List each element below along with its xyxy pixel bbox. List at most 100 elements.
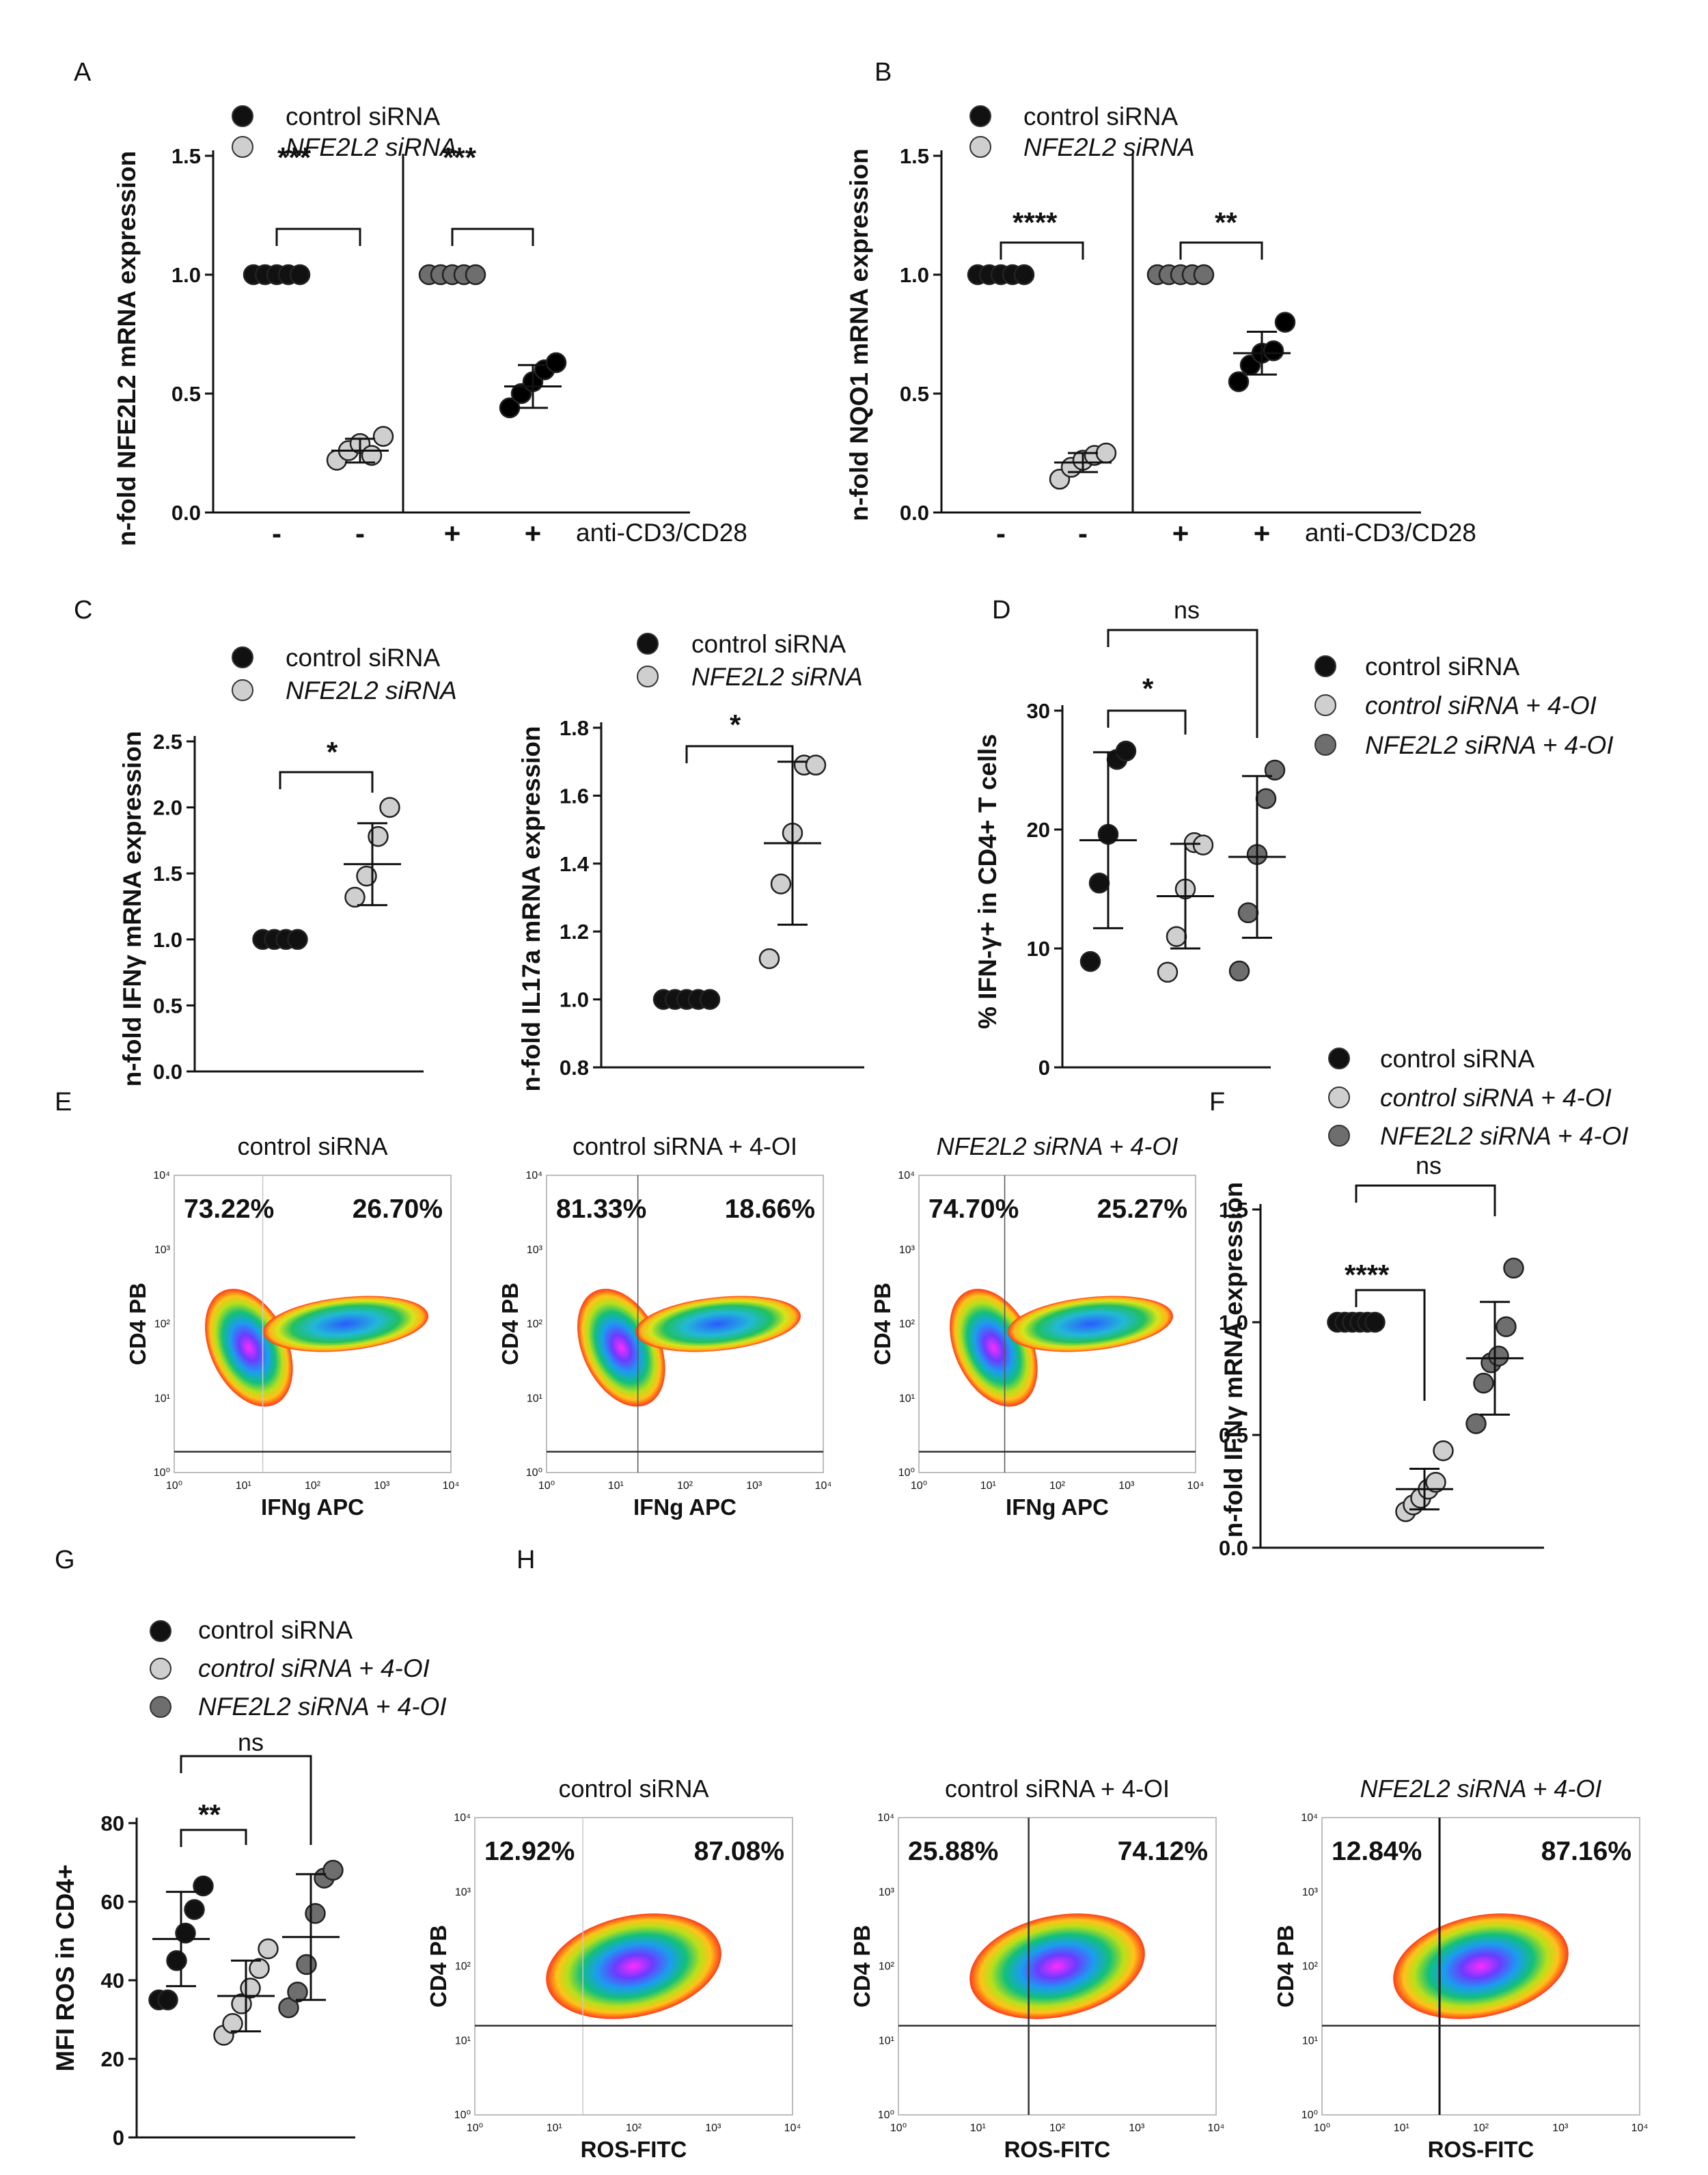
significance-ns: ns bbox=[1416, 1151, 1442, 1179]
quadrant-left-percent: 12.84% bbox=[1332, 1837, 1422, 1866]
data-point bbox=[758, 948, 780, 970]
y-tick-label: 10² bbox=[527, 1319, 543, 1330]
y-tick-label: 10¹ bbox=[879, 2035, 894, 2047]
legend-control-4oi: control siRNA + 4-OI bbox=[1365, 692, 1597, 720]
y-tick-label: 0.0 bbox=[153, 1060, 182, 1084]
quadrant-right-percent: 87.16% bbox=[1541, 1837, 1631, 1866]
legend-marker-control-4oi bbox=[150, 1658, 171, 1680]
density-blob bbox=[635, 1296, 801, 1352]
x-sign-4: + bbox=[525, 517, 542, 549]
y-tick-label: 1.0 bbox=[153, 928, 182, 952]
y-tick-label: 10² bbox=[899, 1319, 915, 1330]
y-tick-label: 10⁰ bbox=[878, 2109, 894, 2121]
x-sign-4: + bbox=[1254, 517, 1271, 549]
density-blob bbox=[546, 1913, 721, 2019]
x-tick-label: 10¹ bbox=[547, 2122, 562, 2134]
y-axis-label: CD4 PB bbox=[125, 1283, 150, 1365]
data-point bbox=[344, 886, 366, 908]
quadrant-right-percent: 26.70% bbox=[353, 1194, 443, 1224]
data-point bbox=[1473, 1372, 1494, 1394]
panel-letter-c: C bbox=[74, 596, 92, 625]
data-point bbox=[1237, 902, 1259, 924]
y-tick-label: 10² bbox=[879, 1961, 895, 1973]
y-tick-label: 10³ bbox=[527, 1244, 543, 1256]
legend-marker-control bbox=[232, 646, 253, 668]
x-tick-label: 10³ bbox=[1552, 2122, 1569, 2134]
y-tick-label: 1.5 bbox=[1219, 1198, 1248, 1222]
data-point bbox=[166, 1950, 187, 1971]
x-tick-label: 10² bbox=[305, 1480, 321, 1492]
x-tick-label: 10² bbox=[677, 1480, 693, 1492]
data-point bbox=[1088, 873, 1110, 894]
y-tick-label: 1.4 bbox=[560, 852, 590, 876]
legend-marker-nfe2l2-4oi bbox=[1328, 1125, 1350, 1147]
quadrant-right-percent: 25.27% bbox=[1097, 1194, 1187, 1224]
y-tick-label: 0 bbox=[1038, 1056, 1050, 1080]
legend-marker-control bbox=[969, 105, 991, 127]
x-axis-label: ROS-FITC bbox=[1004, 2137, 1111, 2162]
y-tick-label: 10¹ bbox=[527, 1393, 542, 1404]
data-point bbox=[1364, 1311, 1386, 1333]
legend-nfe2l2-siRNA: NFE2L2 siRNA bbox=[691, 663, 863, 691]
legend-marker-control bbox=[150, 1620, 171, 1642]
x-tick-label: 10⁰ bbox=[538, 1480, 555, 1492]
significance-bracket bbox=[180, 1829, 247, 1847]
x-tick-label: 10² bbox=[1473, 2122, 1489, 2134]
significance-star: * bbox=[730, 709, 741, 741]
quadrant-left-percent: 73.22% bbox=[184, 1194, 274, 1224]
quadrant-left-percent: 25.88% bbox=[908, 1837, 998, 1866]
legend-control-siRNA: control siRNA bbox=[1023, 102, 1178, 131]
panel-letter-b: B bbox=[874, 58, 892, 87]
quadrant-left-percent: 81.33% bbox=[556, 1194, 646, 1224]
x-tick-label: 10³ bbox=[374, 1480, 390, 1492]
y-tick-label: 0.5 bbox=[153, 994, 182, 1017]
x-tick-label: 10³ bbox=[1118, 1480, 1135, 1492]
data-point bbox=[1264, 759, 1286, 781]
data-point bbox=[770, 873, 792, 894]
y-axis-label: CD4 PB bbox=[849, 1925, 874, 2008]
x-tick-label: 10⁴ bbox=[443, 1480, 460, 1492]
x-tick-label: 10³ bbox=[746, 1480, 762, 1492]
y-tick-label: 10⁰ bbox=[898, 1467, 915, 1479]
y-tick-label: 10⁴ bbox=[1301, 1812, 1318, 1824]
x-axis-label: ROS-FITC bbox=[581, 2137, 687, 2162]
data-point bbox=[157, 1989, 178, 2010]
legend-marker-control-4oi bbox=[1328, 1086, 1350, 1108]
x-tick-label: 10² bbox=[1049, 1480, 1066, 1492]
significance-star: ** bbox=[198, 1798, 221, 1831]
panel-b: control siRNA NFE2L2 siRNA n-fold NQO1 m… bbox=[845, 102, 1476, 549]
quadrant-right-percent: 74.12% bbox=[1118, 1837, 1208, 1866]
significance-star-2: *** bbox=[443, 141, 477, 174]
legend-marker-nfe2l2 bbox=[637, 666, 659, 687]
y-axis-label: n-fold IL17a mRNA expression bbox=[517, 726, 545, 1091]
data-point bbox=[184, 1899, 205, 1920]
legend-nfe2l2-4oi: NFE2L2 siRNA + 4-OI bbox=[1365, 731, 1614, 759]
significance-bracket bbox=[1107, 629, 1258, 738]
legend-control-siRNA: control siRNA bbox=[1380, 1045, 1534, 1073]
significance-bracket bbox=[1179, 241, 1263, 260]
y-tick-label: 10⁴ bbox=[153, 1170, 170, 1181]
y-tick-label: 2.0 bbox=[153, 796, 182, 820]
panel-letter-a: A bbox=[74, 58, 92, 87]
y-tick-label: 60 bbox=[101, 1890, 124, 1914]
y-tick-label: 10¹ bbox=[455, 2035, 471, 2047]
data-point bbox=[287, 1982, 308, 2003]
y-tick-label: 1.5 bbox=[171, 144, 201, 168]
y-tick-label: 1.0 bbox=[1219, 1311, 1248, 1335]
panel-letter-g: G bbox=[55, 1546, 75, 1574]
significance-bracket bbox=[275, 228, 361, 246]
panel-f: control siRNA control siRNA + 4-OI NFE2L… bbox=[1219, 1045, 1629, 1560]
plot-area-a: 0.0 0.5 1.0 1.5 bbox=[171, 144, 690, 525]
quadrant-left-percent: 12.92% bbox=[484, 1837, 575, 1866]
data-point bbox=[1115, 740, 1137, 762]
y-tick-label: 2.5 bbox=[153, 730, 182, 754]
x-tick-label: 10⁰ bbox=[166, 1480, 182, 1492]
panel-letter-e: E bbox=[55, 1088, 72, 1117]
data-point bbox=[289, 264, 311, 286]
